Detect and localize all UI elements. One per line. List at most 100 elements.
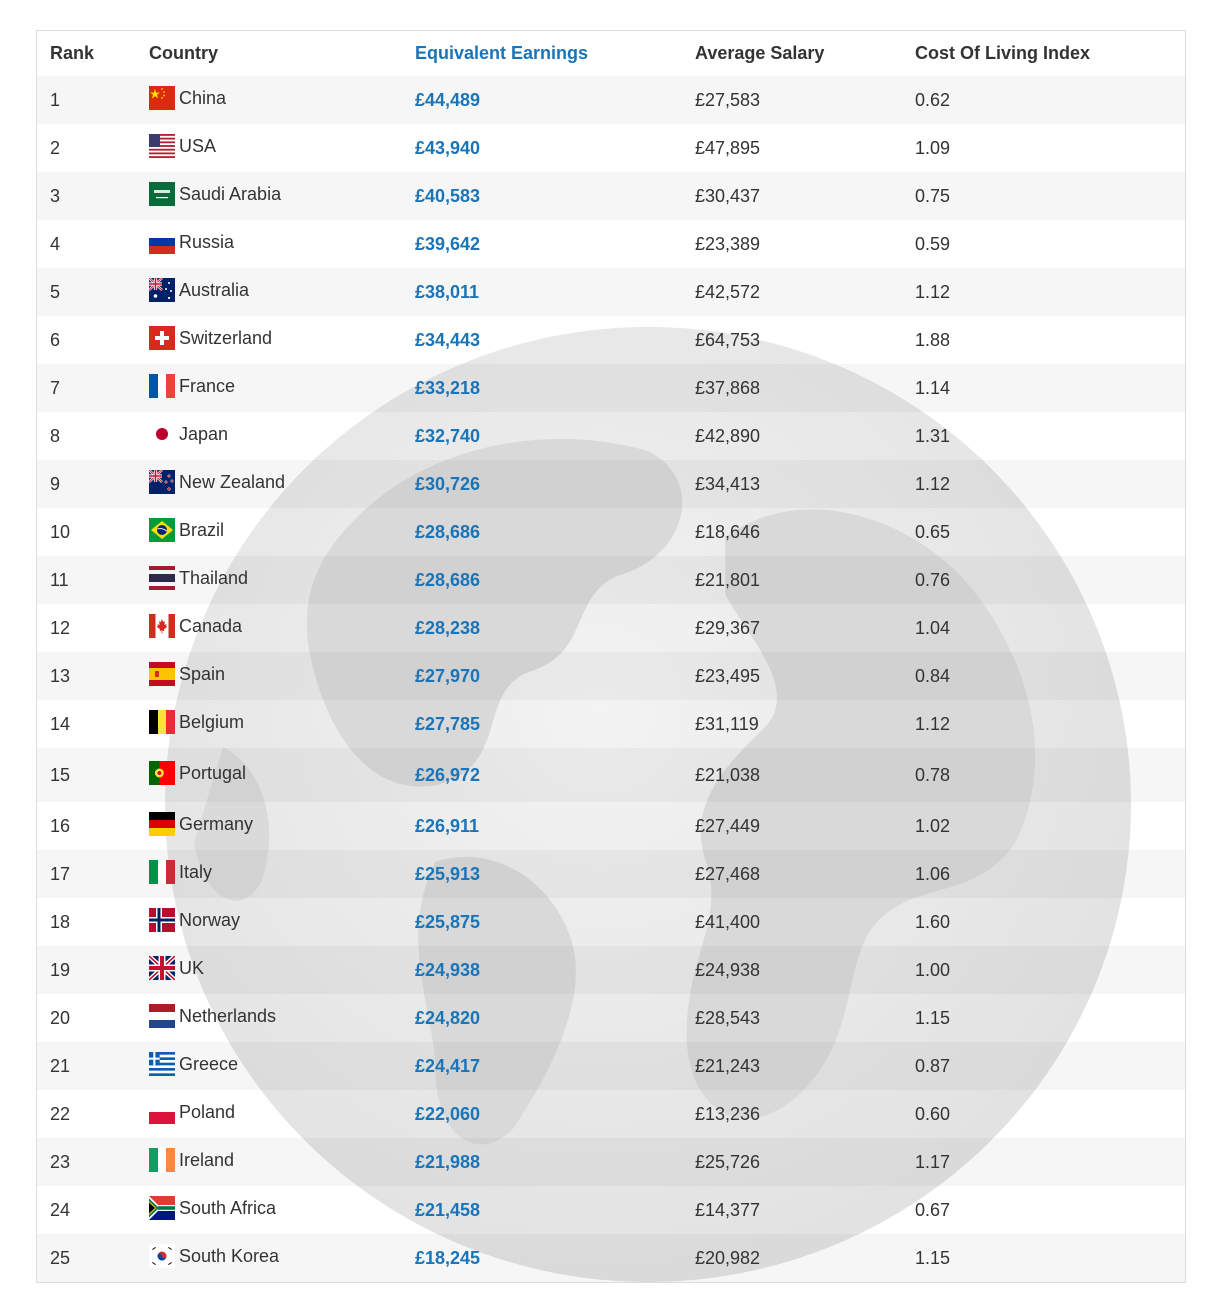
average-salary-cell: £64,753 xyxy=(695,329,761,350)
average-salary-column-header[interactable]: Average Salary xyxy=(695,43,825,63)
table-row: 6 Switzerland £34,443 £64,753 1.88 xyxy=(37,316,1185,364)
table-row: 7 France £33,218 £37,868 1.14 xyxy=(37,364,1185,412)
average-salary-cell: £23,495 xyxy=(695,652,915,700)
cost-of-living-index-cell: 1.12 xyxy=(915,268,1185,316)
germany-flag-icon xyxy=(149,812,175,836)
country-name: Norway xyxy=(179,909,241,930)
ranking-table-panel: Rank Country Equivalent Earnings Average… xyxy=(36,30,1186,1283)
china-flag-icon xyxy=(149,86,175,110)
cost-of-living-index-cell: 1.60 xyxy=(915,911,951,932)
equivalent-earnings-cell: £24,938 xyxy=(415,946,695,994)
cost-of-living-index-cell: 1.06 xyxy=(915,850,1185,898)
average-salary-cell: £47,895 xyxy=(695,137,761,158)
netherlands-flag-icon xyxy=(149,1004,175,1028)
rank-cell: 3 xyxy=(37,172,149,220)
table-row: 9 New Zealand £30,726 £34,413 1.12 xyxy=(37,460,1185,508)
cost-of-living-index-cell: 0.62 xyxy=(915,76,1185,124)
country-name: Spain xyxy=(179,663,226,684)
equivalent-earnings-cell: £40,583 xyxy=(415,172,695,220)
rank-cell: 7 xyxy=(37,364,149,412)
south-korea-flag-icon xyxy=(149,1244,175,1268)
average-salary-cell: £37,868 xyxy=(695,364,915,412)
rank-cell: 12 xyxy=(50,617,71,638)
table-row: 17 Italy £25,913 £27,468 1.06 xyxy=(37,850,1185,898)
cost-of-living-index-cell: 0.59 xyxy=(915,233,951,254)
equivalent-earnings-cell: £28,686 xyxy=(415,521,481,542)
country-name: USA xyxy=(179,135,217,156)
rank-cell: 11 xyxy=(37,556,149,604)
table-row: 20 Netherlands £24,820 £28,543 1.15 xyxy=(37,994,1185,1042)
country-cell: Saudi Arabia xyxy=(149,172,415,220)
country-cell: Thailand xyxy=(149,556,415,604)
country-name: China xyxy=(179,87,227,108)
table-row: 23 Ireland £21,988 £25,726 1.17 xyxy=(37,1138,1185,1186)
rank-cell: 21 xyxy=(37,1042,149,1090)
table-row: 1 China £44,489 £27,583 0.62 xyxy=(37,76,1185,124)
table-row: 8 Japan £32,740 £42,890 1.31 xyxy=(37,412,1185,460)
country-cell: Australia xyxy=(149,268,415,316)
rank-cell: 19 xyxy=(37,946,149,994)
country-name: UK xyxy=(179,957,205,978)
rank-cell: 14 xyxy=(50,713,71,734)
average-salary-cell: £21,038 xyxy=(695,748,915,802)
country-cell: Greece xyxy=(149,1042,415,1090)
rank-cell: 8 xyxy=(50,425,61,446)
country-cell: Spain xyxy=(149,652,415,700)
average-salary-cell: £21,801 xyxy=(695,556,915,604)
equivalent-earnings-cell: £21,988 xyxy=(415,1138,695,1186)
average-salary-cell: £18,646 xyxy=(695,521,761,542)
equivalent-earnings-cell: £22,060 xyxy=(415,1103,481,1124)
switzerland-flag-icon xyxy=(149,326,175,350)
country-cell: Japan xyxy=(149,412,415,460)
average-salary-cell: £24,938 xyxy=(695,946,915,994)
cost-of-living-index-cell: 0.75 xyxy=(915,172,1185,220)
cost-of-living-index-cell: 1.12 xyxy=(915,713,951,734)
cost-of-living-index-cell: 1.31 xyxy=(915,425,951,446)
average-salary-cell: £42,572 xyxy=(695,268,915,316)
table-row: 14 Belgium £27,785 £31,119 1.12 xyxy=(37,700,1185,748)
brazil-flag-icon xyxy=(149,518,175,542)
cost-of-living-index-cell: 0.87 xyxy=(915,1042,1185,1090)
equivalent-earnings-cell: £32,740 xyxy=(415,425,481,446)
cost-of-living-index-cell: 1.02 xyxy=(915,815,951,836)
france-flag-icon xyxy=(149,374,175,398)
average-salary-cell: £31,119 xyxy=(695,713,759,734)
average-salary-cell: £29,367 xyxy=(695,617,761,638)
rank-column-header[interactable]: Rank xyxy=(50,43,95,63)
cost-of-living-index-cell: 0.60 xyxy=(915,1103,951,1124)
country-cell: USA xyxy=(149,124,415,172)
country-name: New Zealand xyxy=(179,471,286,492)
rank-cell: 25 xyxy=(37,1234,149,1282)
table-row: 11 Thailand £28,686 £21,801 0.76 xyxy=(37,556,1185,604)
rank-cell: 6 xyxy=(50,329,61,350)
cost-of-living-index-column-header[interactable]: Cost Of Living Index xyxy=(915,43,1091,63)
equivalent-earnings-cell: £27,970 xyxy=(415,652,695,700)
country-cell: France xyxy=(149,364,415,412)
cost-of-living-index-cell: 1.88 xyxy=(915,329,951,350)
equivalent-earnings-cell: £26,911 xyxy=(415,815,480,836)
cost-of-living-index-cell: 0.78 xyxy=(915,748,1185,802)
country-cell: Germany xyxy=(149,802,415,850)
greece-flag-icon xyxy=(149,1052,175,1076)
average-salary-cell: £27,583 xyxy=(695,76,915,124)
country-cell: Switzerland xyxy=(149,316,415,364)
cost-of-living-index-cell: 1.15 xyxy=(915,1234,1185,1282)
country-name: South Africa xyxy=(179,1197,277,1218)
table-row: 5 Australia £38,011 £42,572 1.12 xyxy=(37,268,1185,316)
equivalent-earnings-cell: £27,785 xyxy=(415,713,481,734)
table-row: 21 Greece £24,417 £21,243 0.87 xyxy=(37,1042,1185,1090)
portugal-flag-icon xyxy=(149,761,175,785)
country-name: Switzerland xyxy=(179,327,273,348)
country-name: Canada xyxy=(179,615,243,636)
country-column-header[interactable]: Country xyxy=(149,43,218,63)
rank-cell: 22 xyxy=(50,1103,71,1124)
equivalent-earnings-cell: £30,726 xyxy=(415,460,695,508)
country-name: Greece xyxy=(179,1053,239,1074)
equivalent-earnings-column-header[interactable]: Equivalent Earnings xyxy=(415,43,589,63)
cost-of-living-index-cell: 1.17 xyxy=(915,1138,1185,1186)
equivalent-earnings-cell: £38,011 xyxy=(415,268,695,316)
average-salary-cell: £20,982 xyxy=(695,1234,915,1282)
country-cell: Brazil xyxy=(149,508,415,556)
rank-cell: 4 xyxy=(50,233,61,254)
country-name: Poland xyxy=(179,1101,236,1122)
